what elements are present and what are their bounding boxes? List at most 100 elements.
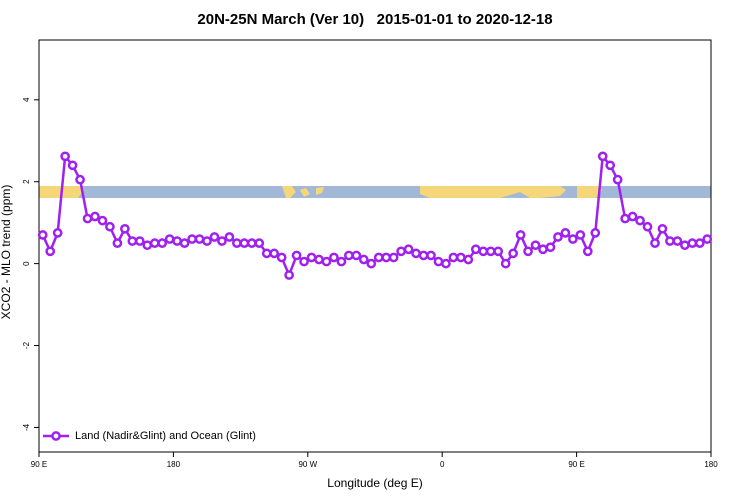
data-point (396, 246, 406, 257)
data-point (90, 211, 100, 222)
y-tick-label: -4 (22, 423, 31, 431)
x-tick-label: 90 E (31, 460, 47, 469)
data-point (680, 240, 690, 251)
data-point (590, 228, 601, 238)
plot-frame (38, 39, 712, 453)
data-point (620, 213, 630, 224)
y-tick-label: 2 (22, 179, 31, 184)
data-point (582, 246, 593, 257)
data-point (187, 234, 197, 244)
data-point (164, 234, 175, 244)
data-point (373, 252, 384, 263)
data-point (612, 174, 623, 185)
legend-label: Land (Nadir&Glint) and Ocean (Glint) (75, 430, 256, 442)
data-point (493, 246, 504, 257)
legend-marker (51, 431, 61, 441)
data-point (597, 151, 608, 162)
data-point (358, 254, 369, 265)
data-point (157, 238, 168, 248)
data-point (687, 238, 698, 248)
data-point (179, 238, 190, 248)
data-point (433, 256, 444, 267)
data-point (366, 258, 377, 269)
data-point (478, 246, 489, 257)
y-tick-label: 4 (22, 97, 31, 102)
data-point (553, 232, 563, 242)
data-point (284, 270, 294, 280)
data-point (627, 211, 638, 222)
data-point (172, 236, 182, 246)
data-point (239, 238, 250, 248)
data-point (411, 248, 421, 259)
data-point (538, 244, 548, 255)
data-point (306, 252, 317, 263)
data-point (202, 236, 212, 246)
chart-title: 20N-25N March (Ver 10) 2015-01-01 to 202… (197, 11, 552, 28)
data-point (523, 246, 533, 257)
data-point (60, 151, 70, 162)
data-point (650, 238, 660, 248)
data-point (381, 252, 392, 263)
data-point (470, 244, 481, 255)
data-point (635, 215, 645, 226)
data-point (134, 236, 145, 246)
data-point (463, 254, 474, 265)
data-point (441, 258, 451, 269)
map-strip (39, 186, 711, 198)
x-axis-label: Longitude (deg E) (327, 476, 422, 490)
data-point (75, 174, 85, 185)
data-point (232, 238, 242, 248)
data-point (224, 232, 235, 242)
data-point (52, 228, 63, 238)
data-point (261, 248, 272, 259)
data-point (657, 223, 668, 234)
data-point (82, 213, 93, 224)
data-point (530, 240, 541, 251)
data-point (568, 234, 578, 244)
data-point (426, 250, 436, 261)
y-tick-label: -2 (22, 341, 31, 349)
data-point (276, 252, 287, 263)
data-point (515, 230, 526, 240)
data-point (246, 238, 257, 248)
data-point (665, 236, 675, 246)
x-tick-label: 180 (704, 460, 718, 469)
data-point (269, 248, 280, 259)
data-point (344, 250, 354, 261)
data-point (336, 256, 347, 267)
data-point (127, 236, 138, 246)
data-point (209, 232, 220, 242)
data-point (45, 246, 56, 257)
data-point (702, 234, 713, 244)
data-point (194, 234, 205, 244)
data-point (448, 252, 459, 263)
data-point (291, 250, 302, 261)
x-tick-label: 0 (440, 460, 445, 469)
data-point (672, 236, 683, 246)
data-point (456, 252, 466, 263)
data-point (217, 236, 227, 246)
data-point (388, 252, 399, 263)
data-point (112, 238, 123, 248)
data-point (485, 246, 496, 257)
data-point (37, 230, 48, 240)
data-point (97, 215, 108, 226)
x-tick-label: 180 (167, 460, 181, 469)
data-point (500, 258, 511, 269)
data-point (254, 238, 265, 248)
data-point (418, 250, 429, 261)
data-point (694, 238, 705, 248)
data-point (120, 223, 130, 234)
y-tick-label: 0 (22, 261, 31, 266)
y-axis-label: XCO2 - MLO trend (ppm) (0, 185, 13, 320)
data-point (329, 252, 339, 263)
x-tick-label: 90 W (298, 460, 317, 469)
data-point (314, 254, 324, 265)
data-point (105, 221, 115, 232)
data-point (575, 230, 586, 240)
data-point (67, 160, 78, 171)
data-point (142, 240, 153, 251)
data-point (508, 248, 518, 259)
data-point (299, 256, 309, 267)
